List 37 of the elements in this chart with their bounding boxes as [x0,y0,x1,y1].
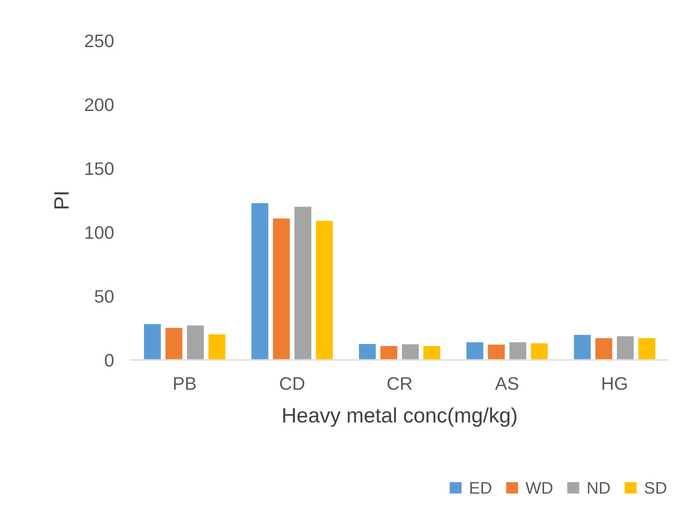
bar [314,220,334,360]
bar [508,340,528,360]
bar [616,334,636,360]
y-tick-label: 50 [94,290,114,303]
bar [207,332,227,360]
bar [400,342,420,360]
bar [637,336,657,360]
bar [358,342,378,360]
bar [572,333,592,360]
bar [186,324,206,360]
bar [465,340,485,360]
y-tick-label: 200 [85,98,114,112]
y-tick-label: 250 [85,34,114,48]
y-tick-label: 100 [86,226,114,239]
bar [594,336,614,360]
bar [422,344,442,360]
bar [293,205,313,360]
legend-label: ED [470,482,492,494]
y-tick-label: 0 [104,354,114,367]
y-tick-label: 150 [86,162,114,176]
bar [250,202,270,360]
legend-label: ND [588,482,610,494]
bar [379,344,399,360]
bar [142,322,162,360]
bar [530,342,550,360]
bar [272,217,292,360]
x-tick-label: CD [280,377,304,390]
bar [486,343,506,360]
legend-label: SD [644,482,666,494]
x-tick-label: AS [495,377,518,390]
x-tick-label: CR [387,377,412,390]
x-axis-title: Heavy metal conc(mg/kg) [283,407,516,427]
y-axis-title: PI [54,192,69,208]
legend-label: WD [526,482,552,494]
x-tick-label: PB [174,377,196,390]
x-tick-label: HG [602,377,627,390]
bar [164,326,184,360]
